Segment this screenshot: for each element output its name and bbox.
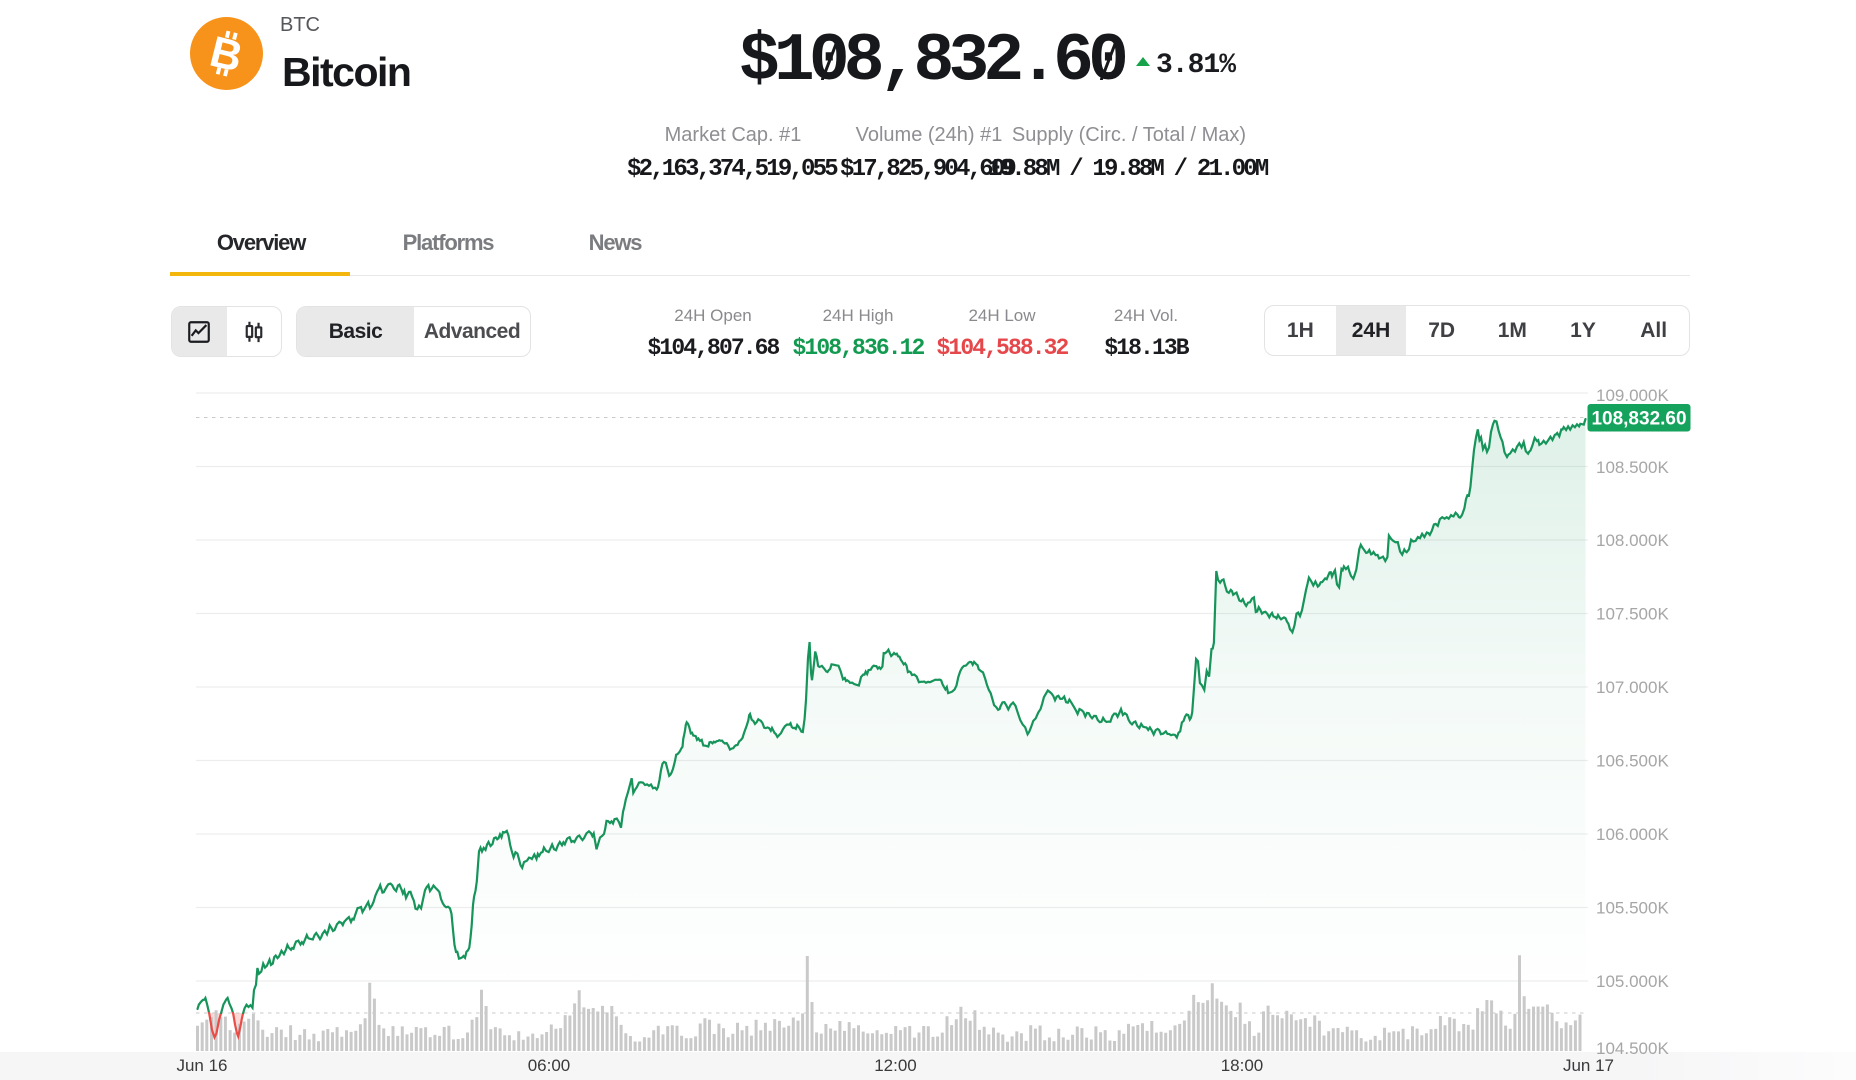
svg-text:108,832.60: 108,832.60 [1591,409,1686,430]
svg-text:108.000K: 108.000K [1596,531,1669,550]
svg-text:105.500K: 105.500K [1596,899,1669,918]
svg-text:109.000K: 109.000K [1596,386,1669,405]
svg-text:Jun 16: Jun 16 [176,1056,227,1075]
svg-text:105.000K: 105.000K [1596,972,1669,991]
svg-text:18:00: 18:00 [1221,1056,1264,1075]
svg-text:106.000K: 106.000K [1596,825,1669,844]
svg-text:Jun 17: Jun 17 [1563,1056,1614,1075]
svg-text:106.500K: 106.500K [1596,752,1669,771]
svg-text:107.500K: 107.500K [1596,605,1669,624]
svg-text:12:00: 12:00 [874,1056,917,1075]
svg-text:107.000K: 107.000K [1596,678,1669,697]
svg-text:108.500K: 108.500K [1596,458,1669,477]
svg-text:06:00: 06:00 [528,1056,571,1075]
svg-text:104.500K: 104.500K [1596,1039,1669,1058]
